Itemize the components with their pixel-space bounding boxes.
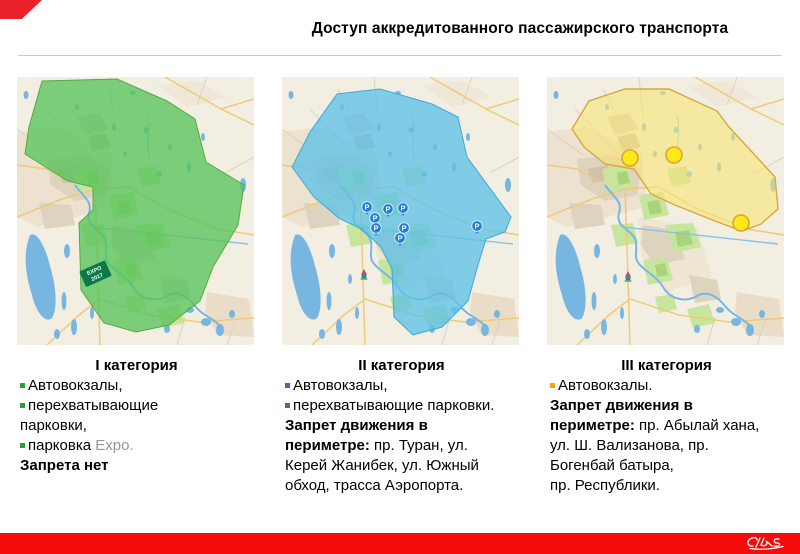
parking-marker-icon: P: [394, 232, 406, 246]
bullet-line: Автовокзалы,: [20, 376, 235, 396]
map-category-1: EXPO 2017: [17, 77, 254, 345]
parking-marker-icon: P: [361, 201, 373, 215]
bullet-line: Автовокзалы,: [285, 376, 530, 396]
ban-line: Керей Жанибек, ул. Южный: [285, 457, 479, 474]
map-category-3: [547, 77, 784, 345]
bullet-square-icon: [285, 402, 290, 408]
bullet-square-icon: [20, 402, 25, 408]
zone-point-icon: [665, 146, 683, 164]
bullet-text: перехватывающие: [28, 397, 159, 414]
bullet-square-icon: [20, 442, 25, 448]
ban-heading-cont: периметре:: [285, 437, 370, 454]
svg-text:P: P: [373, 224, 378, 233]
svg-text:2017: 2017: [91, 273, 105, 283]
parking-marker-icon: P: [370, 222, 382, 236]
category-3-heading: III категория: [621, 357, 712, 374]
bullet-square-icon: [550, 382, 555, 388]
slide-title: Доступ аккредитованного пассажирского тр…: [311, 20, 729, 37]
zone-point-icon: [621, 149, 639, 167]
footer-bar: [0, 533, 800, 554]
ban-streets: пр. Туран, ул.: [369, 437, 468, 454]
title-divider: [18, 55, 781, 56]
bullet-text: Автовокзалы,: [28, 377, 123, 394]
ban-line: пр. Республики.: [550, 477, 660, 494]
bullet-square-icon: [20, 382, 25, 388]
bullet-text: перехватывающие парковки.: [293, 397, 495, 414]
bullet-text: Автовокзалы.: [558, 377, 653, 394]
bullet-line: Автовокзалы.: [550, 376, 790, 396]
parking-marker-icon: P: [382, 203, 394, 217]
bullet-text: Автовокзалы,: [293, 377, 388, 394]
ban-heading-line: Запрет движения в: [285, 417, 428, 434]
no-ban-note: Запрета нет: [20, 457, 109, 474]
expo-sphere-icon: [360, 269, 368, 280]
bullet-square-icon: [285, 382, 290, 388]
parking-marker-icon: P: [397, 202, 409, 216]
svg-text:P: P: [385, 205, 390, 214]
ban-heading-cont: периметре:: [550, 417, 635, 434]
company-signature-logo-icon: [747, 536, 784, 550]
bullet-continuation: парковки,: [20, 417, 87, 434]
svg-text:P: P: [364, 203, 369, 212]
svg-text:P: P: [400, 204, 405, 213]
ban-streets: пр. Абылай хана,: [634, 417, 760, 434]
expo-sphere-icon: [624, 271, 632, 282]
ban-line: периметре: пр. Абылай хана,: [550, 416, 790, 436]
svg-text:P: P: [401, 224, 406, 233]
ban-line: периметре: пр. Туран, ул.: [285, 436, 530, 456]
expo-2017-badge: EXPO 2017: [79, 260, 112, 287]
svg-text:P: P: [372, 214, 377, 223]
category-2-heading: II категория: [358, 357, 445, 374]
ban-line: ул. Ш. Вализанова, пр.: [550, 437, 709, 454]
bullet-line: парковка Expo.: [20, 436, 235, 456]
category-1-text-block: I категория Автовокзалы, перехватывающие…: [20, 356, 235, 476]
ban-heading-line: Запрет движения в: [550, 397, 693, 414]
bullet-text: парковка: [28, 437, 96, 454]
zone-point-icon: [732, 214, 750, 232]
zone-polygon-category-1: [24, 78, 245, 333]
category-2-text-block: II категория Автовокзалы, перехватывающи…: [285, 356, 530, 496]
ban-line: обход, трасса Аэропорта.: [285, 477, 464, 494]
svg-text:P: P: [474, 222, 479, 231]
category-3-text-block: III категория Автовокзалы. Запрет движен…: [550, 356, 790, 496]
svg-text:P: P: [397, 234, 402, 243]
expo-label: Expo.: [95, 437, 134, 454]
ban-line: Богенбай батыра,: [550, 457, 674, 474]
svg-text:EXPO: EXPO: [86, 265, 103, 277]
red-corner-accent: [0, 0, 42, 19]
parking-marker-icon: P: [471, 220, 483, 234]
map-category-2: P P P P P P P P: [282, 77, 519, 345]
bullet-line: перехватывающие: [20, 396, 235, 416]
category-1-heading: I категория: [95, 357, 178, 374]
bullet-line: перехватывающие парковки.: [285, 396, 530, 416]
